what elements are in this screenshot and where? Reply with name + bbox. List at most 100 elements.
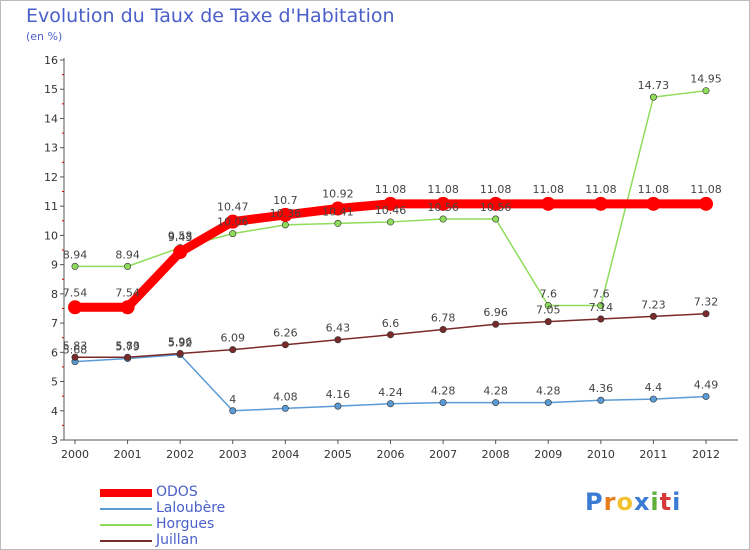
legend-swatch [100,540,152,542]
y-tick-label: 4 [51,405,58,418]
data-label: 6.09 [221,332,246,345]
chart-subtitle: (en %) [26,30,63,43]
legend-swatch [100,524,152,526]
data-point [386,400,394,408]
data-point [702,87,710,95]
data-label: 4.08 [273,390,298,403]
logo-letter: i [650,488,660,516]
logo-letter: r [603,488,617,516]
data-point [492,320,500,328]
data-label: 11.08 [638,183,670,196]
y-tick-label: 5 [51,376,58,389]
data-point [281,221,289,229]
logo-letter: i [672,488,682,516]
data-label: 11.08 [690,183,722,196]
y-tick-label: 15 [44,83,58,96]
data-label: 10.7 [273,194,298,207]
x-tick-label: 2000 [61,448,89,461]
data-label: 6.26 [273,327,298,340]
data-point [597,315,605,323]
data-label: 6.96 [483,306,508,319]
data-label: 11.08 [585,183,617,196]
data-point [646,196,661,211]
data-label: 10.47 [217,201,249,214]
data-point [649,312,657,320]
data-point [702,392,710,400]
data-label: 4.16 [326,388,351,401]
data-point [229,407,237,415]
data-point [597,396,605,404]
data-label: 4.28 [536,385,561,398]
chart-title: Evolution du Taux de Taxe d'Habitation [26,5,395,27]
y-tick-label: 13 [44,142,58,155]
data-point [334,402,342,410]
x-tick-label: 2005 [324,448,352,461]
data-point [278,207,293,222]
data-point [71,262,79,270]
data-label: 4 [229,393,236,406]
data-label: 7.23 [641,298,666,311]
data-label: 5.83 [115,339,140,352]
data-label: 11.08 [375,183,407,196]
legend-label: Juillan [156,532,199,548]
data-label: 5.96 [168,335,193,348]
data-point [702,310,710,318]
data-point [71,353,79,361]
data-label: 10.46 [375,204,407,217]
x-tick-label: 2010 [587,448,615,461]
data-point [334,336,342,344]
data-label: 7.32 [694,296,719,309]
data-point [593,196,608,211]
x-tick-label: 2001 [114,448,142,461]
data-label: 8.94 [115,248,140,261]
y-tick-label: 11 [44,200,58,213]
data-point [176,349,184,357]
data-point [386,331,394,339]
x-tick-label: 2009 [534,448,562,461]
data-point [229,230,237,238]
data-point [386,218,394,226]
legend-swatch [100,508,152,510]
data-point [597,302,605,310]
data-point [439,215,447,223]
data-label: 10.56 [480,201,512,214]
data-point [544,318,552,326]
data-point [173,245,188,260]
y-tick-label: 6 [51,346,58,359]
data-label: 5.68 [63,344,88,357]
y-tick-label: 12 [44,171,58,184]
y-tick-label: 10 [44,229,58,242]
logo-letter: t [659,488,673,516]
data-point [436,196,451,211]
data-label: 4.4 [645,381,663,394]
data-label: 14.73 [638,79,670,92]
data-point [541,196,556,211]
data-point [330,201,345,216]
data-label: 11.08 [427,183,459,196]
data-label: 7.14 [589,301,614,314]
data-point [439,399,447,407]
y-tick-label: 14 [44,112,58,125]
legend-label: Laloubère [156,500,226,516]
logo-letter: x [633,488,651,516]
legend-label: ODOS [156,484,198,500]
data-point [383,196,398,211]
data-point [492,215,500,223]
data-label: 5.92 [168,337,193,350]
logo-letter: P [585,488,604,516]
y-tick-label: 3 [51,434,58,447]
data-label: 6.6 [382,317,400,330]
data-point [225,214,240,229]
data-point [699,196,713,211]
data-point [649,395,657,403]
data-label: 8.94 [63,248,88,261]
data-label: 10.56 [427,201,459,214]
y-tick-label: 9 [51,259,58,272]
data-label: 7.54 [63,286,88,299]
data-label: 11.08 [533,183,565,196]
data-label: 9.58 [168,230,193,243]
data-point [544,302,552,310]
data-point [68,300,82,315]
